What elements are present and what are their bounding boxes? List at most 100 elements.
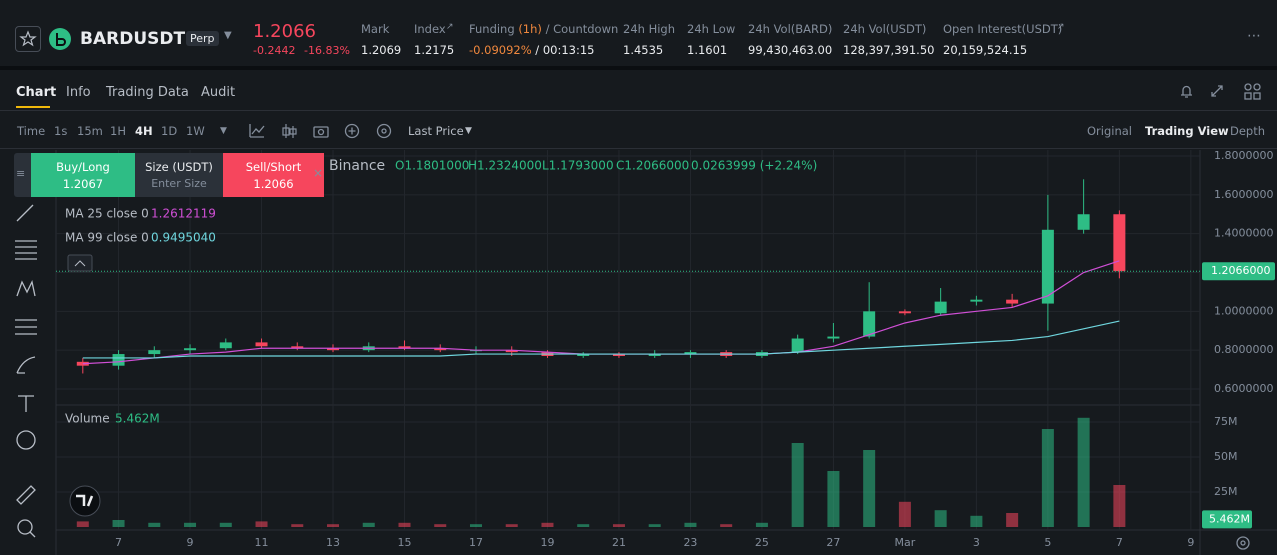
text-tool[interactable]: [18, 395, 34, 412]
x-tick-label: 13: [326, 536, 340, 549]
y-tick-label: 0.6000000: [1214, 382, 1274, 395]
buy-button[interactable]: Buy/Long 1.2067: [31, 153, 135, 197]
volume-bar: [791, 443, 804, 527]
x-tick-label: 5: [1044, 536, 1051, 549]
candle-body: [327, 348, 340, 351]
interval[interactable]: 1W: [186, 124, 205, 138]
measure-tool[interactable]: [16, 485, 36, 505]
candle-body: [612, 354, 625, 356]
x-tick-label: 9: [187, 536, 194, 549]
y2-tick-label: 75M: [1214, 415, 1238, 428]
symbol[interactable]: BARDUSDT: [80, 29, 186, 49]
indicator-icon[interactable]: [249, 124, 265, 138]
stat-label: 24h Low: [687, 22, 736, 36]
x-tick-label: 7: [115, 536, 122, 549]
ohlc-high: H1.2324000: [468, 159, 542, 173]
drawing-tools: [15, 204, 37, 538]
price-type-caret[interactable]: ▼: [465, 126, 472, 136]
candle-body: [76, 361, 89, 366]
volume-bar: [219, 522, 232, 527]
tool-icons: [249, 123, 392, 139]
chart-actions: [1181, 83, 1261, 100]
funding-sublabel: / Countdown: [545, 22, 619, 36]
symbol-caret[interactable]: ▼: [224, 30, 232, 41]
separator: [0, 110, 1277, 111]
collapse-button[interactable]: [67, 254, 93, 272]
volume-bar: [255, 521, 268, 527]
coin-logo: [49, 28, 71, 50]
funding-title: Funding: [469, 22, 515, 36]
axis-settings[interactable]: [1236, 536, 1250, 550]
x-tick-label: 23: [683, 536, 697, 549]
emoji-tool[interactable]: [16, 430, 36, 450]
ma-label: MA 25 close 0: [65, 207, 149, 221]
volume-bar: [184, 522, 197, 527]
y-tick-label: 1.0000000: [1214, 304, 1274, 317]
sell-button[interactable]: Sell/Short 1.2066: [223, 153, 324, 197]
tab-active[interactable]: Chart: [16, 85, 57, 100]
size-input[interactable]: Size (USDT) Enter Size: [135, 153, 223, 197]
view[interactable]: Depth: [1230, 124, 1266, 138]
tab[interactable]: Trading Data: [106, 85, 189, 100]
zoom-tool-handle: [29, 531, 36, 538]
y-tick-label: 1.6000000: [1214, 188, 1274, 201]
volume-bar: [76, 521, 89, 527]
volume-bar: [898, 501, 911, 527]
stat-label[interactable]: Open Interest(USDT): [943, 22, 1063, 36]
interval[interactable]: 1D: [161, 124, 178, 138]
price-type[interactable]: Last Price: [408, 124, 464, 138]
interval-caret[interactable]: ▼: [220, 126, 227, 136]
candle-body: [219, 342, 232, 349]
stat-label: 24h Vol(USDT): [843, 22, 927, 36]
expand-icon[interactable]: [1211, 85, 1223, 97]
settings-icon[interactable]: [376, 123, 392, 139]
candle-body: [934, 301, 947, 314]
more-menu[interactable]: ⋯: [1247, 28, 1261, 44]
interval[interactable]: Time: [17, 124, 46, 138]
brush-tool[interactable]: [16, 356, 36, 374]
interval-active[interactable]: 4H: [135, 124, 153, 138]
zoom-tool[interactable]: [17, 519, 33, 535]
trendline-tool[interactable]: [16, 204, 34, 222]
ma-value: 0.9495040: [151, 231, 216, 245]
volume-bar: [1113, 485, 1126, 527]
view[interactable]: Original: [1087, 124, 1133, 138]
interval[interactable]: 1H: [110, 124, 126, 138]
panel-handle[interactable]: ≡: [16, 167, 26, 180]
buy-label: Buy/Long: [56, 160, 110, 174]
favorite-star[interactable]: [15, 26, 41, 52]
candle-body: [434, 348, 447, 351]
candle-type-icon[interactable]: [282, 124, 297, 138]
tab-underline: [16, 106, 50, 108]
candle-body: [898, 311, 911, 314]
projection-tool[interactable]: [15, 319, 37, 335]
buy-price: 1.2067: [62, 177, 104, 191]
interval[interactable]: 1s: [54, 124, 68, 138]
volume-bar: [434, 524, 447, 527]
layout-icon[interactable]: [1244, 83, 1261, 100]
size-placeholder: Enter Size: [151, 177, 207, 190]
funding-rate: -0.09092%: [469, 43, 532, 57]
view-active[interactable]: Trading View: [1145, 124, 1229, 138]
moving-average: [82, 320, 1120, 359]
candle-body: [255, 342, 268, 347]
volume-bar: [934, 510, 947, 527]
candle-body: [684, 352, 697, 355]
y2-tick-label: 50M: [1214, 450, 1238, 463]
separator: [0, 148, 1277, 149]
fib-tool[interactable]: [15, 240, 37, 260]
y2-tick-label: 25M: [1214, 485, 1238, 498]
bell-icon[interactable]: [1181, 85, 1192, 98]
volume-title: Volume: [65, 412, 110, 426]
stat-value: 128,397,391.50: [843, 43, 935, 57]
add-icon[interactable]: [344, 123, 360, 139]
panel-close[interactable]: ×: [313, 166, 324, 180]
x-tick-label: 11: [255, 536, 269, 549]
stat-label[interactable]: Index: [414, 22, 446, 36]
camera-icon[interactable]: [313, 126, 329, 138]
interval[interactable]: 15m: [77, 124, 103, 138]
tab[interactable]: Info: [66, 85, 91, 100]
pattern-tool[interactable]: [16, 280, 36, 297]
link-icon: ↗: [446, 22, 454, 32]
tab[interactable]: Audit: [201, 85, 236, 100]
